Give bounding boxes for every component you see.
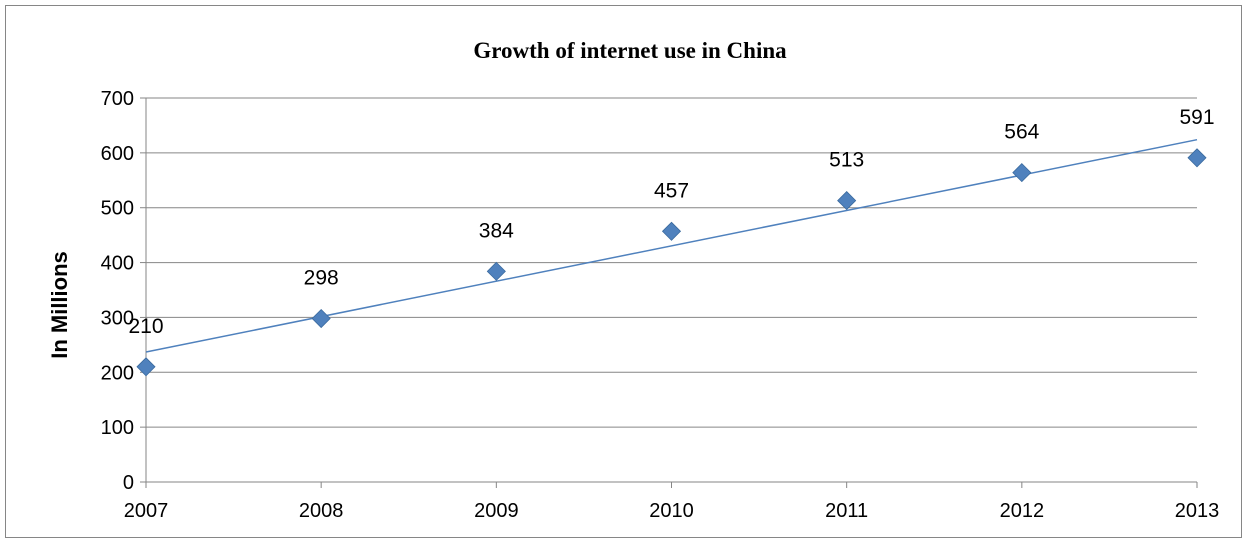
y-tick-label: 700 [101, 88, 134, 110]
x-tick-label: 2013 [1175, 500, 1220, 522]
data-point-marker [837, 191, 857, 211]
y-tick-label: 600 [101, 143, 134, 165]
x-tick-label: 2011 [825, 500, 868, 522]
y-tick-label: 300 [101, 307, 134, 329]
data-label: 513 [829, 149, 864, 172]
gridlines [146, 97, 1197, 428]
data-point-marker [661, 221, 682, 241]
data-label: 591 [1179, 106, 1214, 129]
x-tick-label: 2009 [474, 500, 519, 522]
data-point-marker [1012, 163, 1032, 183]
x-tick-label: 2010 [649, 500, 694, 522]
trendline-layer [145, 138, 1198, 353]
y-tick-label: 500 [101, 198, 134, 220]
chart-frame [5, 5, 1242, 538]
y-tick-label: 400 [101, 253, 134, 275]
data-label: 210 [128, 315, 163, 338]
data-labels: 210 298 384 457 513 564 591 [128, 106, 1214, 338]
x-tick-label: 2012 [1000, 500, 1045, 522]
y-axis-label: In Millions [47, 251, 72, 359]
y-tick-label: 100 [101, 417, 134, 439]
trendline [145, 138, 1198, 353]
data-label: 384 [479, 219, 514, 242]
axes: 0 100 200 300 400 500 600 700 2007 2008 2009 2010 20… [101, 88, 1220, 522]
data-point-marker [311, 308, 331, 329]
data-point-marker [1187, 148, 1207, 168]
x-tick-label: 2007 [124, 500, 169, 522]
data-markers [136, 148, 1207, 377]
data-label: 564 [1004, 121, 1039, 144]
data-label: 457 [654, 179, 689, 202]
y-tick-label: 0 [123, 472, 134, 494]
y-tick-label: 200 [101, 362, 134, 384]
data-label: 298 [304, 267, 339, 290]
data-point-marker [486, 261, 506, 281]
data-point-marker [136, 357, 156, 377]
x-tick-label: 2008 [299, 500, 344, 522]
chart-title: Growth of internet use in China [473, 38, 787, 63]
